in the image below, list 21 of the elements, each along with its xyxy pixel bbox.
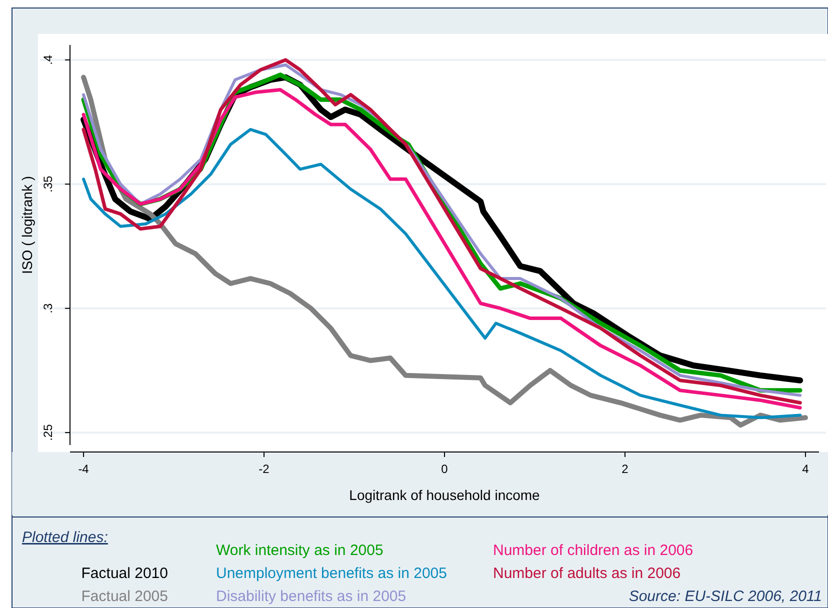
y-tick-label: .3 [41, 303, 55, 314]
y-tick-label: .25 [41, 424, 55, 441]
text: Unemployment benefits as in 2005 [216, 565, 447, 582]
y-axis-title: ISO ( logitrank ) [19, 176, 35, 274]
text: Disability benefits as in 2005 [216, 588, 406, 605]
text: Work intensity as in 2005 [216, 542, 384, 559]
x-tick-label: 4 [802, 462, 810, 476]
text: Factual 2005 [81, 588, 168, 605]
text: Number of children as in 2006 [493, 542, 694, 559]
x-tick-label: 0 [441, 462, 448, 476]
line-series [82, 128, 802, 420]
legend-title: Plotted lines: [22, 529, 108, 546]
y-tick-label: .35 [41, 175, 55, 192]
source-note: Source: EU-SILC 2006, 2011 [628, 588, 822, 605]
text: Factual 2010 [81, 565, 168, 582]
x-tick-label: 2 [622, 462, 629, 476]
x-axis-title: Logitrank of household income [349, 487, 540, 503]
x-tick-label: -4 [78, 462, 90, 476]
y-tick-label: .4 [41, 54, 55, 65]
x-tick-label: -2 [258, 462, 270, 476]
text: Number of adults as in 2006 [493, 565, 681, 582]
